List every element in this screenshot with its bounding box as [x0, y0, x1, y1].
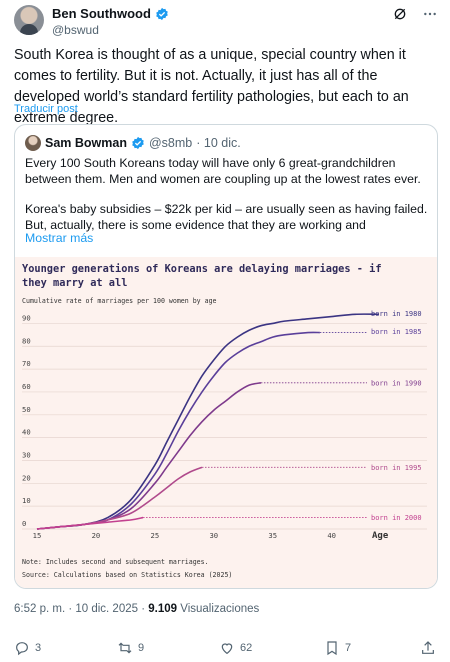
chart-subtitle: Cumulative rate of marriages per 100 wom…	[22, 297, 217, 305]
repost-count: 9	[138, 642, 145, 654]
y-tick-label: 60	[22, 382, 31, 391]
quoted-post[interactable]: Sam Bowman @s8mb · 10 dic. Every 100 Sou…	[14, 124, 438, 589]
series-label: born in 1995	[371, 464, 422, 472]
marriage-rate-chart[interactable]: Younger generations of Koreans are delay…	[15, 257, 437, 588]
quoted-post-header: Sam Bowman @s8mb · 10 dic.	[25, 135, 241, 151]
y-tick-label: 40	[22, 428, 31, 437]
post-text: South Korea is thought of as a unique, s…	[14, 47, 409, 126]
x-axis-label: Age	[372, 531, 389, 541]
y-tick-label: 10	[22, 496, 31, 505]
chart-note: Note: Includes second and subsequent mar…	[22, 558, 209, 566]
grok-icon[interactable]	[392, 6, 408, 22]
chart-title-line2: they marry at all	[22, 277, 127, 289]
chart-svg: Younger generations of Koreans are delay…	[22, 263, 427, 579]
verified-badge-icon	[132, 136, 144, 150]
x-tick-label: 20	[92, 531, 101, 540]
quoted-paragraph-1: Every 100 South Koreans today will have …	[25, 156, 421, 186]
more-icon[interactable]	[422, 6, 438, 22]
share-icon	[422, 641, 434, 654]
share-button[interactable]	[420, 640, 436, 656]
views-count: 9.109	[148, 603, 178, 615]
y-tick-label: 70	[22, 359, 31, 368]
chart-title-line1: Younger generations of Koreans are delay…	[22, 263, 382, 275]
show-more-link[interactable]: Mostrar más	[25, 231, 94, 245]
reply-count: 3	[35, 642, 42, 654]
series-line	[36, 516, 144, 530]
like-button[interactable]: 62	[219, 640, 252, 656]
views-label: Visualizaciones	[177, 603, 260, 615]
bookmark-icon	[327, 641, 337, 656]
translate-post-link[interactable]: Traducir post	[14, 103, 78, 115]
x-tick-label: 15	[33, 531, 42, 540]
chart-source: Source: Calculations based on Statistics…	[22, 571, 232, 579]
quoted-author-name[interactable]: Sam Bowman	[45, 136, 127, 150]
series-line	[36, 382, 262, 530]
repost-icon	[118, 642, 132, 654]
series-label: born in 1985	[371, 328, 422, 336]
post-metadata: 6:52 p. m. · 10 dic. 2025 · 9.109 Visual…	[14, 603, 259, 615]
author-handle[interactable]: @bswud	[52, 23, 99, 37]
series-line	[36, 313, 379, 530]
action-bar: 3 9 62 7	[14, 640, 438, 658]
heart-icon	[221, 643, 233, 655]
y-tick-label: 80	[22, 336, 31, 345]
post-header: Ben Southwood @bswud	[14, 4, 438, 40]
like-count: 62	[240, 642, 253, 654]
x-tick-label: 35	[268, 531, 277, 540]
author-avatar[interactable]	[14, 5, 44, 35]
y-tick-label: 90	[22, 313, 31, 322]
bookmark-count: 7	[345, 642, 352, 654]
verified-badge-icon	[156, 7, 168, 20]
y-tick-label: 50	[22, 405, 31, 414]
author-name[interactable]: Ben Southwood	[52, 6, 151, 21]
y-tick-label: 0	[22, 519, 26, 528]
bookmark-button[interactable]: 7	[324, 640, 351, 656]
y-tick-label: 20	[22, 473, 31, 482]
x-tick-label: 40	[327, 531, 336, 540]
reply-button[interactable]: 3	[14, 640, 41, 656]
y-tick-label: 30	[22, 450, 31, 459]
repost-button[interactable]: 9	[117, 640, 144, 656]
x-tick-label: 30	[209, 531, 218, 540]
quoted-post-text: Every 100 South Koreans today will have …	[25, 156, 429, 233]
quoted-author-avatar[interactable]	[25, 135, 41, 151]
author-name-row: Ben Southwood	[52, 6, 169, 21]
post-timestamp[interactable]: 6:52 p. m. · 10 dic. 2025 ·	[14, 603, 149, 615]
x-tick-label: 25	[151, 531, 160, 540]
quoted-paragraph-2: Korea's baby subsidies – $22k per kid – …	[25, 202, 428, 232]
series-label: born in 1990	[371, 379, 422, 387]
series-line	[36, 466, 203, 530]
quoted-author-handle: @s8mb	[148, 136, 193, 150]
series-label: born in 2000	[371, 514, 422, 522]
series-label: born in 1980	[371, 310, 422, 318]
series-line	[36, 331, 320, 530]
quoted-post-date: · 10 dic.	[196, 136, 241, 150]
reply-icon	[16, 642, 28, 656]
